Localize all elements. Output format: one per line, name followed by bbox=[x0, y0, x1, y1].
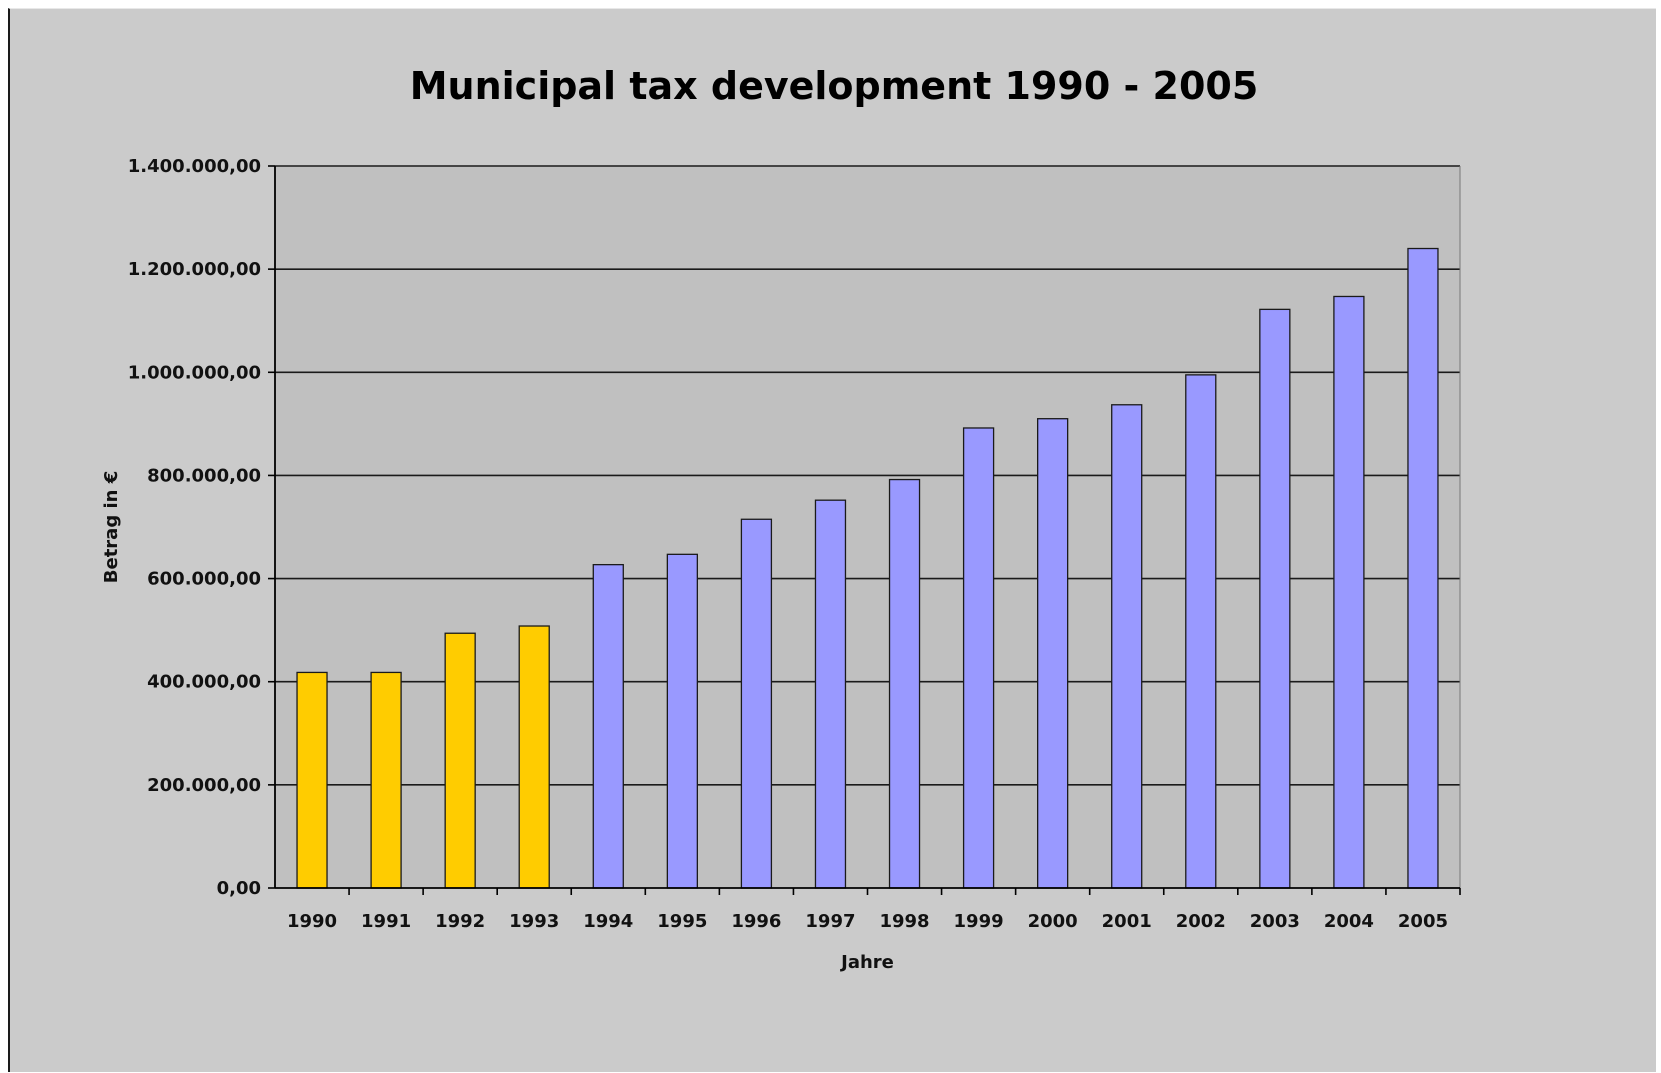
x-tick-label: 2005 bbox=[1398, 911, 1448, 932]
y-tick-label: 0,00 bbox=[217, 878, 261, 899]
x-tick-label: 2000 bbox=[1028, 911, 1078, 932]
x-tick-label: 1994 bbox=[583, 911, 633, 932]
y-tick-label: 1.400.000,00 bbox=[128, 156, 261, 177]
bar-1990 bbox=[296, 671, 328, 889]
x-axis-title: Jahre bbox=[839, 952, 894, 973]
bar-2000 bbox=[1037, 418, 1069, 889]
y-tick-label: 600.000,00 bbox=[147, 569, 261, 590]
x-tick-label: 1996 bbox=[731, 911, 781, 932]
bar-1996 bbox=[740, 518, 773, 889]
bar-2001 bbox=[1111, 404, 1143, 889]
x-tick-label: 1998 bbox=[879, 911, 929, 932]
bars bbox=[296, 247, 1439, 889]
chart-title: Municipal tax development 1990 - 2005 bbox=[409, 64, 1259, 108]
x-tick-label: 1999 bbox=[954, 911, 1004, 932]
x-tick-label: 1997 bbox=[805, 911, 855, 932]
x-tick-label: 2004 bbox=[1324, 911, 1374, 932]
bar-2002 bbox=[1185, 374, 1217, 889]
bar-1997 bbox=[814, 499, 847, 889]
tick-labels: 0,00 200.000,00 400.000,00 600.000,00 800.00… bbox=[128, 156, 1448, 932]
x-tick-label: 2001 bbox=[1102, 911, 1152, 932]
y-axis-title: Betrag in € bbox=[101, 471, 122, 583]
x-tick-label: 1995 bbox=[657, 911, 707, 932]
bar-2003 bbox=[1259, 308, 1291, 889]
y-tick-label: 200.000,00 bbox=[147, 775, 261, 796]
x-tick-label: 2002 bbox=[1176, 911, 1226, 932]
x-tick-label: 1990 bbox=[287, 911, 337, 932]
bar-1992 bbox=[444, 632, 476, 889]
y-tick-label: 400.000,00 bbox=[147, 672, 261, 693]
bar-1993 bbox=[518, 625, 550, 889]
y-tick-label: 800.000,00 bbox=[147, 465, 261, 486]
bar-1999 bbox=[962, 427, 995, 889]
bar-1991 bbox=[370, 671, 402, 889]
bar-2005 bbox=[1407, 247, 1439, 889]
axes bbox=[268, 165, 1461, 895]
x-tick-label: 1993 bbox=[509, 911, 559, 932]
x-tick-label: 1992 bbox=[435, 911, 485, 932]
bar-1998 bbox=[888, 478, 921, 889]
bar-chart: 0,00 200.000,00 400.000,00 600.000,00 800.00… bbox=[101, 156, 1461, 973]
x-tick-label: 1991 bbox=[361, 911, 411, 932]
bar-1995 bbox=[666, 553, 698, 889]
chart-frame: Municipal tax development 1990 - 2005 0,… bbox=[8, 8, 1656, 1072]
y-tick-label: 1.000.000,00 bbox=[128, 362, 261, 383]
bar-2004 bbox=[1333, 295, 1365, 889]
y-tick-label: 1.200.000,00 bbox=[128, 259, 261, 280]
bar-1994 bbox=[592, 563, 624, 889]
x-tick-label: 2003 bbox=[1250, 911, 1300, 932]
